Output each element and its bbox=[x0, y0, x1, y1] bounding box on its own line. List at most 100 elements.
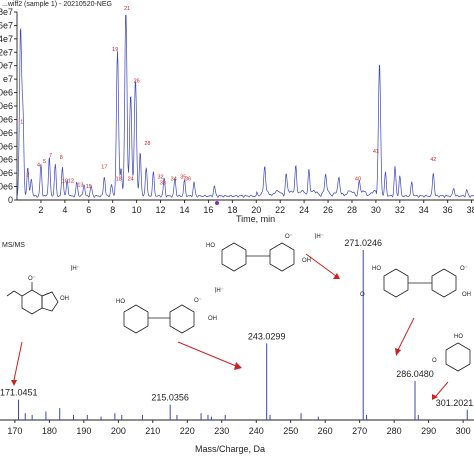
peak-label: 19 bbox=[112, 47, 118, 53]
msms-x-tick-label: 200 bbox=[111, 426, 126, 436]
peak-label: 21 bbox=[124, 6, 130, 12]
structure-171: O⁻ OH ⌉H⁻ bbox=[6, 265, 80, 315]
chromatogram-x-ticks: 2468101214161820222426283032343638 bbox=[38, 200, 474, 215]
charge-bracket-label: ⌉H⁻ bbox=[70, 265, 80, 272]
svg-text:HO: HO bbox=[206, 243, 215, 249]
svg-text:⌉H⁻: ⌉H⁻ bbox=[314, 233, 324, 240]
peak-label: 8 bbox=[60, 155, 63, 161]
chromatogram-y-tick-label: 0e6 bbox=[0, 168, 13, 178]
msms-x-tick-label: 230 bbox=[214, 426, 229, 436]
chromatogram-x-label: Time, min bbox=[236, 214, 275, 224]
peak-label: 5 bbox=[43, 159, 46, 165]
svg-text:HO: HO bbox=[454, 334, 463, 340]
peak-label: 24 bbox=[128, 176, 134, 182]
svg-text:HO: HO bbox=[116, 299, 125, 305]
msms-x-tick-label: 300 bbox=[456, 426, 471, 436]
chromatogram-y-tick-label: 0e6 bbox=[0, 182, 13, 192]
peak-label: 35 bbox=[180, 174, 186, 180]
chromatogram-x-tick-label: 6 bbox=[86, 205, 91, 215]
chromatogram-y-tick-label: 0e7 bbox=[0, 61, 13, 71]
chromatogram-x-tick-label: 28 bbox=[347, 205, 357, 215]
svg-text:OH: OH bbox=[462, 292, 471, 298]
svg-text:O: O bbox=[360, 292, 365, 298]
msms-peak-annotation: 301.2021 bbox=[436, 398, 474, 408]
chromatogram-x-tick-label: 30 bbox=[371, 205, 381, 215]
chromatogram-y-tick-label: 0e6 bbox=[0, 155, 13, 165]
chromatogram-y-tick-label: 4e7 bbox=[0, 34, 13, 44]
chromatogram-x-tick-label: 4 bbox=[62, 205, 67, 215]
peak-label: 18 bbox=[116, 176, 122, 182]
chromatogram-x-tick-label: 10 bbox=[132, 205, 142, 215]
peak-label: 40 bbox=[355, 176, 361, 182]
peak-label: 34 bbox=[171, 176, 177, 182]
peak-label: 42 bbox=[430, 157, 436, 163]
msms-x-tick-label: 210 bbox=[145, 426, 160, 436]
svg-text:⌉H⁻: ⌉H⁻ bbox=[214, 287, 224, 294]
peak-label: 2 bbox=[26, 172, 29, 178]
chromatogram-y-tick-label: 8e7 bbox=[0, 7, 13, 17]
chromatogram-x-tick-label: 2 bbox=[38, 205, 43, 215]
msms-peak-annotation: 243.0299 bbox=[248, 332, 286, 342]
structure-286: HO O O⁻ OH bbox=[360, 266, 471, 298]
svg-text:O⁻: O⁻ bbox=[285, 234, 293, 240]
peak-label: 1 bbox=[20, 120, 23, 126]
chromatogram-y-tick-label: 0e6 bbox=[0, 128, 13, 138]
msms-peak-annotation: 286.0480 bbox=[396, 369, 434, 379]
msms-x-ticks: 170 180 190 200 210 220 230 240 250 260 270 280 290 3… bbox=[7, 420, 471, 436]
peak-label: 33 bbox=[160, 180, 166, 186]
svg-text:HO: HO bbox=[372, 266, 381, 272]
peak-label: 12 bbox=[68, 178, 74, 184]
peak-label: 32 bbox=[157, 174, 163, 180]
chromatogram-y-tick-label: 0e6 bbox=[0, 141, 13, 151]
msms-peak-annotations: 171.0451 215.0356 243.0299 271.0246 286.0480… bbox=[0, 238, 473, 408]
chromatogram-title: ...wiff2 (sample 1) - 20210520-NEG bbox=[2, 1, 112, 8]
peak-label: 26 bbox=[134, 78, 140, 84]
peak-label: 15 bbox=[86, 184, 92, 190]
peak-label: 17 bbox=[101, 165, 107, 171]
chromatogram-x-tick-label: 8 bbox=[110, 205, 115, 215]
chromatogram-trace bbox=[16, 14, 474, 199]
chromatogram-y-tick-label: 6e7 bbox=[0, 20, 13, 30]
chromatogram-x-tick-label: 34 bbox=[419, 205, 429, 215]
chromatogram-y-ticks: 0 0e6 0e6 0e6 0e6 0e6 0e6 0e6 0e6 e7 0e7 2e7 4e7 6e7 8… bbox=[0, 7, 17, 205]
msms-peak-annotation: 171.0451 bbox=[0, 388, 38, 398]
chromatogram-y-tick-label: 0 bbox=[8, 195, 13, 205]
peak-label: 4 bbox=[37, 163, 40, 169]
chromatogram-x-tick-label: 26 bbox=[323, 205, 333, 215]
msms-x-tick-label: 190 bbox=[76, 426, 91, 436]
peak-label: 13 bbox=[77, 182, 83, 188]
chromatogram-x-tick-label: 22 bbox=[275, 205, 285, 215]
msms-peaks bbox=[17, 250, 468, 420]
chromatogram-x-tick-label: 32 bbox=[395, 205, 405, 215]
msms-x-tick-label: 270 bbox=[352, 426, 367, 436]
chromatogram-x-tick-label: 12 bbox=[156, 205, 166, 215]
msms-x-tick-label: 170 bbox=[7, 426, 22, 436]
chromatogram-y-tick-label: e7 bbox=[3, 74, 13, 84]
oxygen-anion-label: O⁻ bbox=[28, 276, 36, 282]
chromatogram-y-tick-label: 0e6 bbox=[0, 101, 13, 111]
msms-x-tick-label: 250 bbox=[283, 426, 298, 436]
msms-x-tick-label: 280 bbox=[387, 426, 402, 436]
svg-text:OH: OH bbox=[302, 258, 311, 264]
msms-x-tick-label: 260 bbox=[318, 426, 333, 436]
msms-title: MS/MS bbox=[2, 242, 25, 249]
msms-peak-annotation: 271.0246 bbox=[344, 238, 382, 248]
chromatogram-y-tick-label: 0e6 bbox=[0, 88, 13, 98]
peak-label: 41 bbox=[373, 149, 379, 155]
chromatogram-x-tick-label: 20 bbox=[251, 205, 261, 215]
chromatogram-x-tick-label: 14 bbox=[179, 205, 189, 215]
chromatogram-x-tick-label: 18 bbox=[227, 205, 237, 215]
svg-text:OH: OH bbox=[208, 316, 217, 322]
chromatogram-x-tick-label: 38 bbox=[467, 205, 474, 215]
msms-x-tick-label: 290 bbox=[421, 426, 436, 436]
chromatogram-x-tick-label: 36 bbox=[443, 205, 453, 215]
peak-label: 10 bbox=[62, 178, 68, 184]
chromatogram-y-tick-label: 0e6 bbox=[0, 114, 13, 124]
chromatogram-x-tick-label: 16 bbox=[203, 205, 213, 215]
peak-label: 7 bbox=[49, 153, 52, 159]
peak-label: 28 bbox=[144, 141, 150, 147]
structure-271: HO O⁻ OH ⌉H⁻ bbox=[206, 233, 324, 272]
msms-peak-annotation: 215.0356 bbox=[151, 393, 189, 403]
